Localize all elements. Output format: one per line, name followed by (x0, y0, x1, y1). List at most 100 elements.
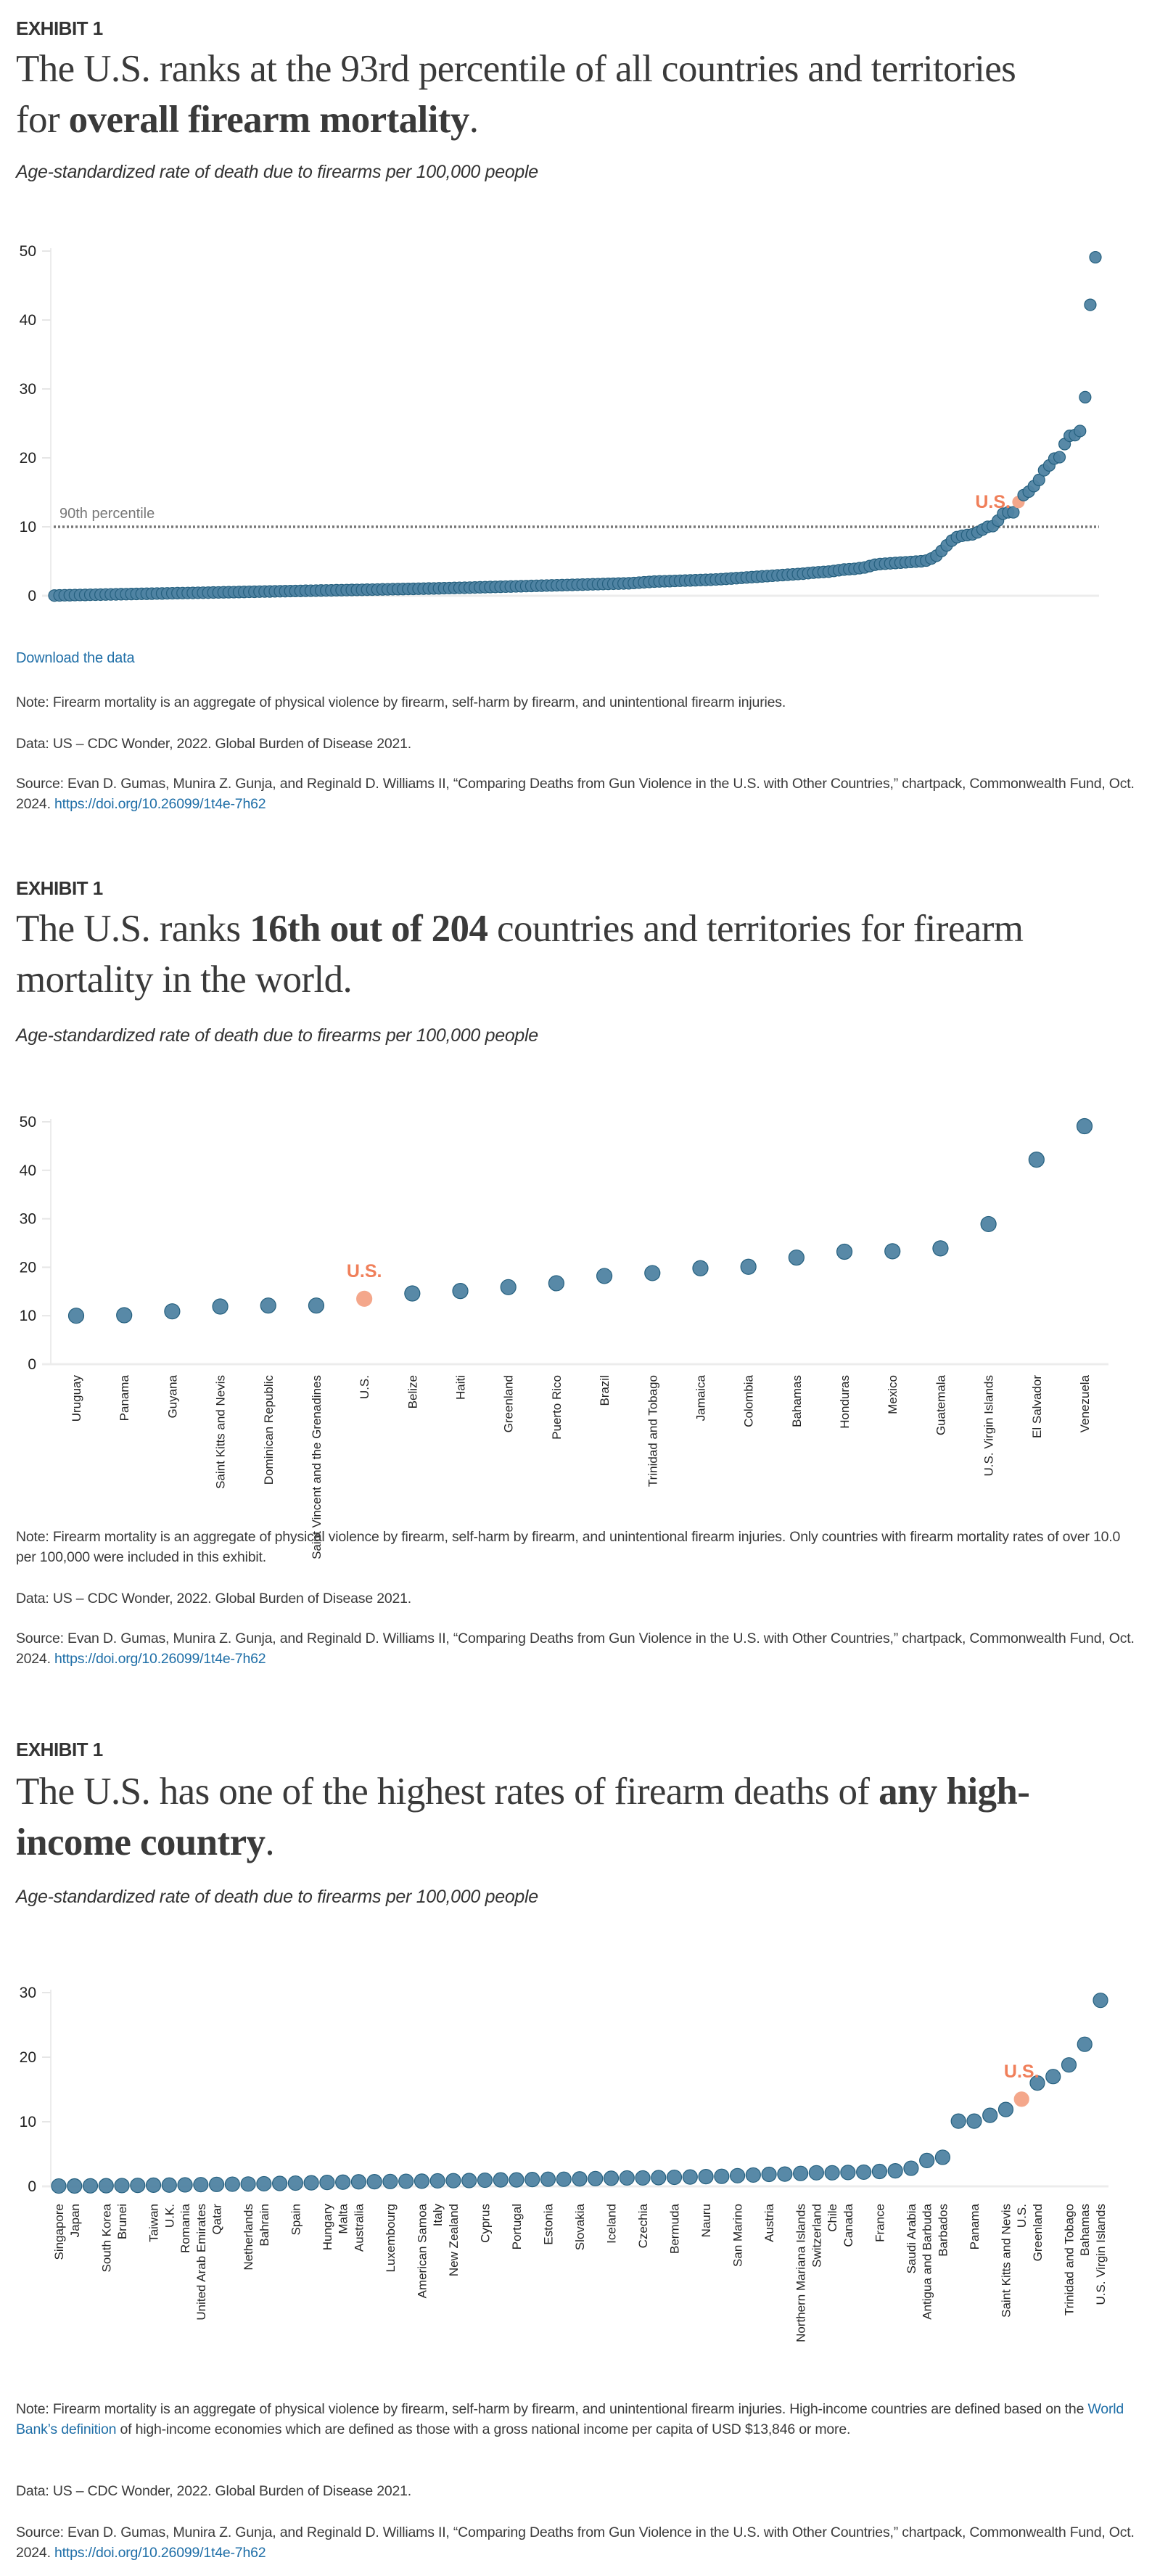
x-category-label: Cyprus (478, 2204, 492, 2243)
data-point (319, 2175, 335, 2191)
x-category-label: Saint Kitts and Nevis (999, 2204, 1013, 2318)
y-tick-label: 0 (28, 588, 36, 604)
citation-text: Source: Evan D. Gumas, Munira Z. Gunja, … (16, 2524, 1135, 2561)
data-point (130, 2178, 146, 2194)
data-point (692, 1260, 709, 1276)
x-category-label: Nauru (699, 2204, 713, 2237)
data-point-us (1013, 2091, 1029, 2107)
y-tick-label: 0 (28, 2178, 36, 2195)
data-source: Data: US – CDC Wonder, 2022. Global Burd… (16, 736, 411, 752)
data-point (414, 2173, 430, 2189)
data-point (788, 1249, 805, 1266)
x-category-label: Hungary (321, 2204, 334, 2251)
x-category-label: U.S. Virgin Islands (1094, 2204, 1108, 2305)
x-category-label: Jamaica (694, 1374, 707, 1421)
data-point (398, 2173, 414, 2189)
x-category-label: Iceland (605, 2204, 619, 2244)
data-point (461, 2173, 477, 2189)
data-point (67, 1308, 85, 1324)
chart-2-plot: 0 10 20 30 40 50 U.S. Uruguay Panama Guyana Saint … (20, 1114, 1108, 1559)
x-category-label: Puerto Rico (550, 1375, 564, 1440)
data-point (1061, 2057, 1077, 2073)
citation: Source: Evan D. Gumas, Munira Z. Gunja, … (16, 1628, 1137, 1669)
data-point (651, 2170, 667, 2186)
data-point (714, 2168, 730, 2184)
data-point (452, 1283, 469, 1300)
citation: Source: Evan D. Gumas, Munira Z. Gunja, … (16, 2522, 1137, 2563)
x-category-label: Mexico (886, 1375, 900, 1414)
chart-title: The U.S. has one of the highest rates of… (16, 1766, 1068, 1868)
data-point (887, 2163, 903, 2179)
y-tick-label: 20 (20, 1259, 36, 1276)
chart-note: Note: Firearm mortality is an aggregate … (16, 694, 786, 710)
y-tick-label: 10 (20, 519, 36, 536)
world-bank-definition-link[interactable]: World Bank’s definition (16, 2401, 1124, 2437)
x-category-label: U.S. (1015, 2204, 1029, 2228)
data-point (903, 2160, 919, 2176)
exhibit-label: EXHIBIT 1 (16, 877, 103, 899)
chart-title: The U.S. ranks at the 93rd percentile of… (16, 44, 1068, 145)
y-tick-label: 20 (20, 2049, 36, 2066)
x-category-label: Trinidad and Tobago (1062, 2204, 1076, 2315)
y-tick-label: 20 (20, 450, 36, 467)
us-highlight-label: U.S. (347, 1261, 382, 1281)
x-category-label: Barbados (936, 2204, 950, 2257)
data-point (966, 2113, 982, 2129)
doi-link[interactable]: https://doi.org/10.26099/1t4e-7h62 (54, 796, 266, 812)
chart-title: The U.S. ranks 16th out of 204 countries… (16, 903, 1068, 1005)
chart-note: Note: Firearm mortality is an aggregate … (16, 2399, 1137, 2440)
data-point (161, 2177, 177, 2193)
exhibit-label: EXHIBIT 1 (16, 1739, 103, 1760)
x-category-label: Italy (431, 2204, 445, 2227)
download-data-link[interactable]: Download the data (16, 650, 135, 666)
citation-text: Source: Evan D. Gumas, Munira Z. Gunja, … (16, 776, 1135, 812)
data-point (740, 1258, 757, 1275)
x-category-label: Venezuela (1078, 1374, 1092, 1432)
data-point (596, 1268, 613, 1284)
data-point (856, 2164, 872, 2181)
x-category-label: U.K. (162, 2204, 176, 2228)
data-point (429, 2173, 445, 2189)
x-category-label: Haiti (454, 1375, 468, 1400)
title-emphasis: any high-income country (16, 1771, 1030, 1863)
chart-subtitle: Age-standardized rate of death due to fi… (16, 1025, 538, 1046)
data-point (950, 2113, 966, 2129)
data-point (1045, 2069, 1061, 2085)
y-tick-label: 30 (20, 1985, 36, 2001)
data-point (1084, 298, 1097, 311)
note-text: of high-income economies which are defin… (116, 2421, 851, 2437)
data-point (1093, 1993, 1108, 2009)
us-highlight-label: U.S. (1004, 2062, 1040, 2082)
x-category-label: Brazil (598, 1375, 612, 1406)
data-point (997, 2101, 1014, 2117)
x-category-label: Greenland (1031, 2204, 1045, 2261)
x-category-label: Portugal (510, 2204, 524, 2249)
x-category-label: Switzerland (810, 2204, 823, 2268)
data-point (808, 2165, 824, 2181)
doi-link[interactable]: https://doi.org/10.26099/1t4e-7h62 (54, 2545, 266, 2561)
doi-link[interactable]: https://doi.org/10.26099/1t4e-7h62 (54, 1651, 266, 1667)
x-category-label: Guatemala (934, 1374, 947, 1435)
data-point (272, 2175, 288, 2191)
data-point (934, 2149, 951, 2165)
data-point (836, 1243, 853, 1260)
citation: Source: Evan D. Gumas, Munira Z. Gunja, … (16, 774, 1137, 814)
title-text: The U.S. ranks (16, 908, 250, 950)
chart-1-plot: 0 10 20 30 40 50 90th percentile U.S. (20, 243, 1102, 604)
data-point (824, 2165, 840, 2181)
x-category-label: Honduras (838, 1375, 852, 1429)
data-point (51, 2178, 67, 2194)
x-category-label: Saudi Arabia (905, 2203, 918, 2273)
y-tick-label: 50 (20, 243, 36, 260)
data-point (761, 2166, 777, 2183)
y-tick-label: 40 (20, 1162, 36, 1179)
data-point (193, 2177, 209, 2193)
data-point (303, 2175, 319, 2191)
data-point (212, 1298, 229, 1315)
data-point (350, 2174, 366, 2190)
x-category-label: France (873, 2204, 886, 2242)
data-point (224, 2176, 240, 2192)
data-point (871, 2163, 887, 2180)
title-text: . (265, 1821, 275, 1863)
data-point (164, 1303, 181, 1320)
